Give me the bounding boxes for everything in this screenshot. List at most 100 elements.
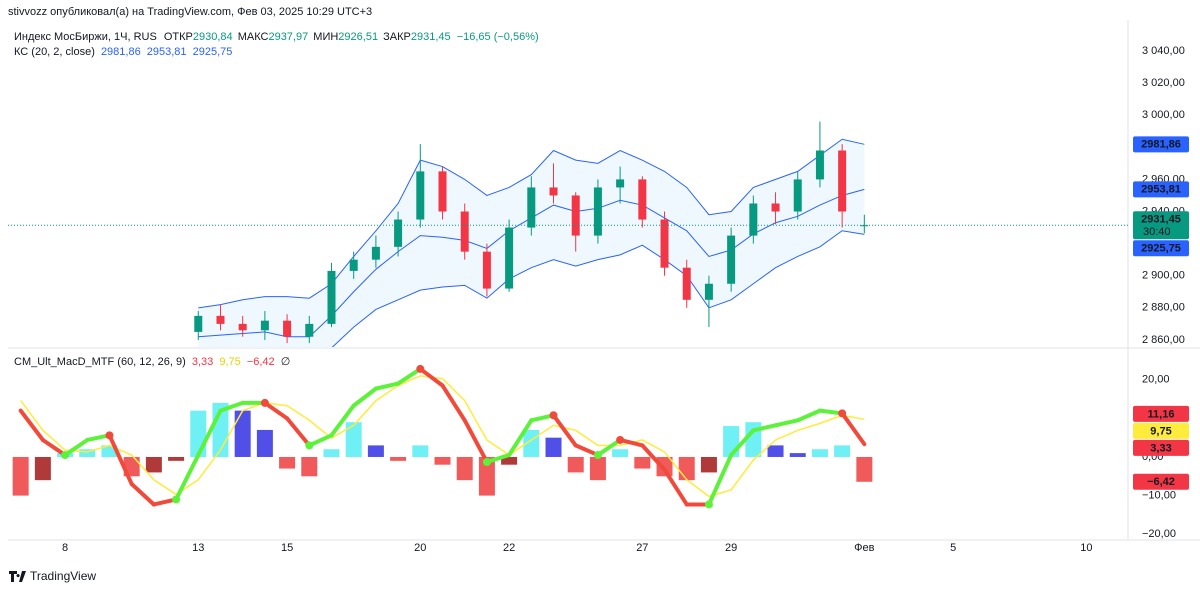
- candle-body: [527, 187, 536, 228]
- x-tick-label: 5: [950, 542, 956, 554]
- x-tick-label: Фев: [854, 542, 874, 554]
- macd-pane: [12, 364, 873, 509]
- field-value: 2926,51: [338, 31, 378, 43]
- y-tick-label: 2 900,00: [1142, 270, 1185, 282]
- macd-segment: [329, 403, 356, 438]
- histogram-bar: [79, 449, 96, 457]
- cross-dot: [704, 500, 713, 509]
- macd-segment: [63, 437, 90, 458]
- histogram-bar: [434, 456, 451, 465]
- histogram-bar: [456, 456, 473, 481]
- candle-body: [860, 225, 869, 227]
- legend-value: 9,75: [219, 356, 240, 368]
- cross-dot: [172, 495, 181, 504]
- author-line: stivvozz опубликовал(а) на TradingView.c…: [8, 6, 372, 18]
- histogram-bar: [478, 456, 495, 496]
- macd-segment: [706, 453, 734, 507]
- candle-body: [305, 323, 314, 337]
- x-tick-label: 13: [192, 542, 204, 554]
- x-tick-label: 29: [725, 542, 737, 554]
- price-badge-label: 3,33: [1150, 442, 1171, 454]
- cross-dot: [482, 457, 491, 466]
- macd-segment: [462, 418, 489, 464]
- candle-body: [394, 219, 403, 247]
- indicator-name: CM_Ult_MacD_MTF (60, 12, 26, 9): [14, 356, 186, 368]
- x-tick-label: 27: [636, 542, 648, 554]
- histogram-bar: [34, 456, 51, 481]
- price-badge-label: 2953,81: [1141, 184, 1181, 196]
- histogram-bar: [501, 456, 518, 465]
- candle-body: [838, 150, 847, 212]
- macd-segment: [418, 366, 445, 388]
- macd-segment: [551, 413, 578, 448]
- band-fill: [198, 139, 865, 347]
- price-badge: [1133, 136, 1189, 153]
- macd-segment: [285, 416, 312, 448]
- macd-segment: [351, 386, 378, 408]
- candle-body: [771, 203, 780, 212]
- legend-value: 2981,86: [101, 46, 141, 58]
- macd-segment: [18, 408, 45, 442]
- candle-body: [260, 320, 269, 331]
- macd-segment: [262, 400, 290, 421]
- y-tick-label: 20,00: [1142, 374, 1170, 386]
- histogram-bar: [678, 456, 695, 481]
- histogram-bar: [256, 429, 273, 457]
- histogram-bar: [811, 449, 828, 457]
- histogram-bar: [101, 445, 118, 457]
- histogram-bar: [700, 456, 717, 473]
- candle-body: [283, 320, 292, 337]
- price-badge: [1133, 211, 1189, 240]
- price-pane: [194, 121, 869, 347]
- candle-body: [327, 270, 336, 324]
- histogram-bar: [856, 456, 873, 482]
- cross-dot: [416, 364, 425, 373]
- macd-segment: [107, 433, 134, 487]
- band-legend: КС (20, 2, close) 2981,86 2953,81 2925,7…: [14, 46, 232, 58]
- symbol-legend: Индекс МосБиржи, 1Ч, RUS ОТКР2930,84 МАК…: [14, 31, 539, 43]
- candle-body: [815, 150, 824, 180]
- candle-body: [571, 195, 580, 236]
- candle-body: [438, 171, 447, 212]
- histogram-bar: [190, 410, 207, 457]
- macd-segment: [640, 443, 667, 472]
- candle-body: [727, 235, 736, 284]
- legend-value: 2925,75: [193, 46, 233, 58]
- legend-value: −6,42: [247, 356, 275, 368]
- price-badge-label: 2931,45: [1141, 214, 1181, 226]
- histogram-bar: [145, 456, 162, 473]
- band-line: [198, 138, 865, 309]
- candle-body: [349, 259, 358, 271]
- price-badge-label: 11,16: [1148, 408, 1175, 420]
- macd-segment: [196, 408, 223, 458]
- candle-body: [749, 203, 758, 236]
- cross-dot: [305, 441, 314, 450]
- x-tick-label: 15: [281, 542, 293, 554]
- logo-icon: [9, 571, 26, 582]
- cross-dot: [61, 451, 70, 460]
- histogram-bar: [834, 445, 851, 457]
- change: −16,65 (−0,56%): [457, 31, 539, 43]
- legend-value: 2953,81: [147, 46, 187, 58]
- macd-segment: [307, 433, 334, 448]
- candle-body: [194, 315, 203, 332]
- macd-segment: [773, 418, 800, 428]
- candle-body: [216, 315, 225, 324]
- footer-logo: TradingView: [9, 569, 96, 583]
- candle-body: [682, 267, 691, 300]
- macd-segment: [840, 411, 867, 447]
- macd-segment: [373, 381, 401, 391]
- y-tick-label: 3 040,00: [1142, 45, 1185, 57]
- field-label: ОТКР: [164, 31, 193, 43]
- histogram-bar: [301, 456, 318, 477]
- candle-body: [660, 219, 669, 268]
- price-badge: [1133, 181, 1189, 198]
- histogram-bar: [545, 437, 562, 457]
- price-badge-label: 2981,86: [1141, 139, 1181, 151]
- cross-dot: [838, 409, 847, 418]
- cross-dot: [616, 435, 625, 444]
- histogram-bar: [589, 456, 606, 481]
- histogram-bar: [412, 445, 429, 457]
